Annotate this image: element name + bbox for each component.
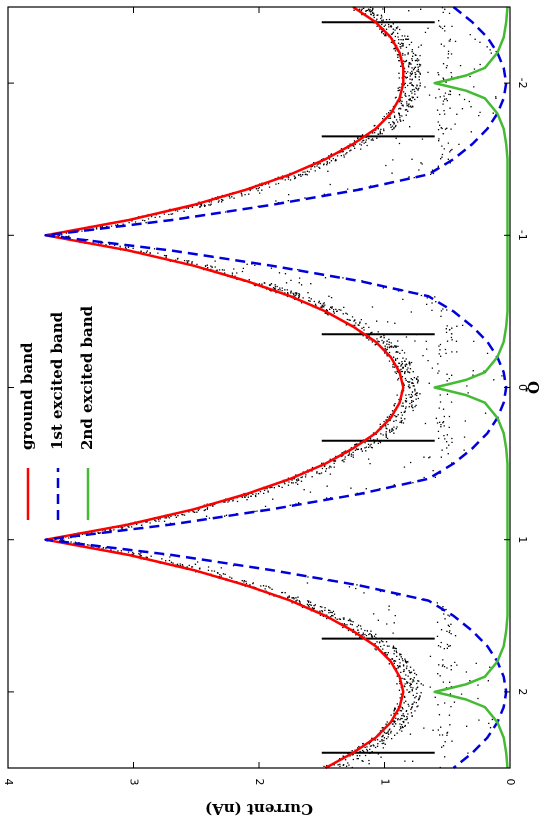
series-line	[44, 5, 405, 770]
series-line	[433, 6, 509, 769]
x-tick-label: 1	[516, 536, 529, 543]
x-tick-label: -2	[516, 78, 529, 89]
x-axis-label: Q	[524, 381, 542, 394]
threshold-markers	[321, 21, 435, 754]
series-group	[44, 5, 509, 770]
x-tick-label: 0	[516, 384, 529, 391]
y-tick-label: 4	[2, 779, 15, 786]
x-tick-label: 2	[516, 688, 529, 695]
axis-ticks: -2 -1 0 1 2 0 1 2 3 4	[2, 7, 529, 786]
y-tick-label: 1	[379, 779, 392, 786]
y-tick-label: 3	[128, 779, 141, 786]
legend: ground band 1st excited band 2nd excited b…	[18, 305, 96, 520]
y-tick-label: 2	[253, 779, 266, 786]
legend-label: 1st excited band	[48, 311, 66, 450]
legend-label: ground band	[18, 342, 36, 450]
y-tick-label: 0	[504, 779, 517, 786]
x-tick-label: -1	[516, 230, 529, 241]
y-axis-label: Current (nA)	[205, 800, 313, 818]
legend-label: 2nd excited band	[78, 305, 96, 450]
